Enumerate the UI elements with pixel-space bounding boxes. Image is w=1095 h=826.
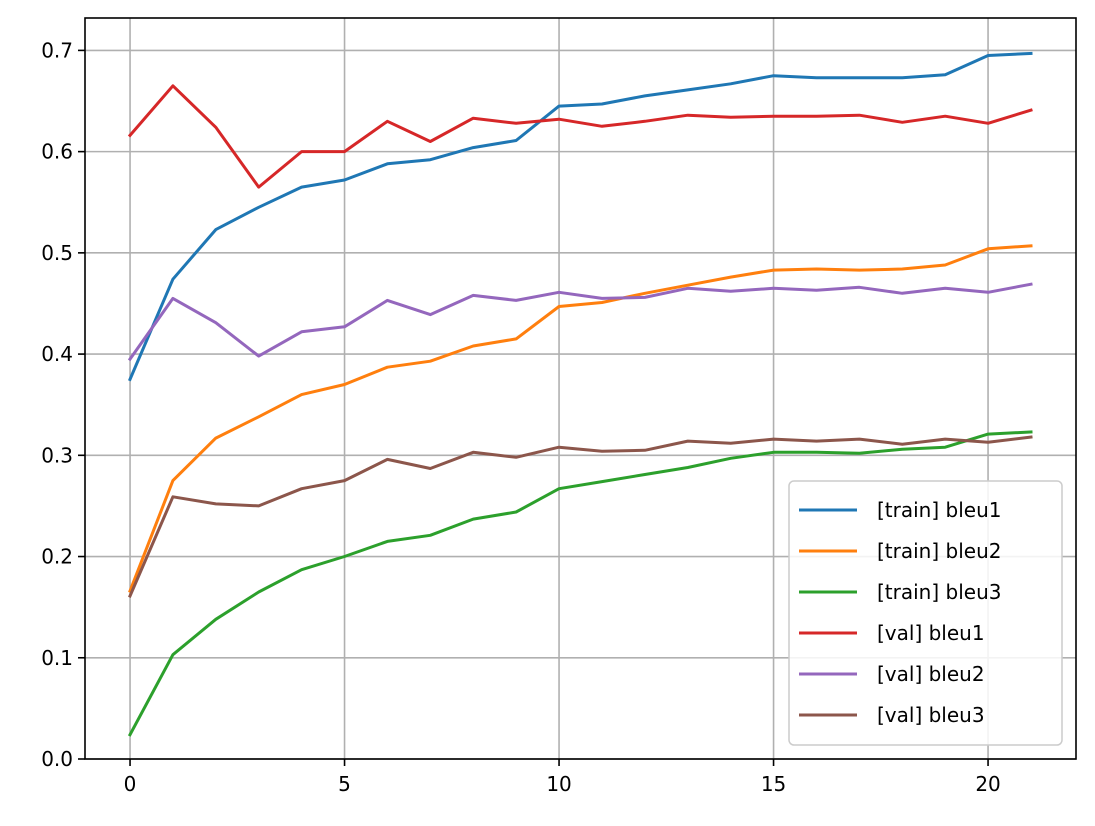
y-tick-label: 0.5 [41, 241, 73, 265]
x-tick-label: 20 [975, 772, 1000, 796]
y-tick-label: 0.0 [41, 747, 73, 771]
y-tick-label: 0.6 [41, 140, 73, 164]
legend-box [788, 480, 1063, 746]
x-tick-label: 15 [761, 772, 786, 796]
legend-label-train-bleu2: [train] bleu2 [877, 539, 1001, 563]
grid-lines [85, 18, 1076, 760]
y-tick-label: 0.3 [41, 443, 73, 467]
legend-label-val-bleu1: [val] bleu1 [877, 621, 985, 645]
y-tick-label: 0.2 [41, 545, 73, 569]
y-tick-label: 0.4 [41, 342, 73, 366]
series-line-val-bleu1 [127, 84, 1033, 189]
x-tick-label: 0 [124, 772, 137, 796]
series-line-train-bleu2 [128, 244, 1033, 593]
series-line-train-bleu1 [128, 51, 1033, 382]
legend: [train] bleu1 [train] bleu2 [train] bleu3 [… [788, 480, 1063, 746]
plot-frame [84, 17, 1077, 760]
y-axis: 0.0 0.1 0.2 0.3 0.4 0.5 0.6 0.7 [41, 38, 85, 771]
x-axis: 0 5 10 15 20 [124, 759, 1001, 796]
x-tick-label: 5 [338, 772, 351, 796]
x-tick-label: 10 [546, 772, 571, 796]
y-tick-label: 0.7 [41, 38, 73, 62]
series-line-train-bleu3 [127, 430, 1033, 737]
series-line-val-bleu2 [127, 282, 1033, 362]
legend-label-val-bleu2: [val] bleu2 [877, 662, 985, 686]
legend-label-train-bleu3: [train] bleu3 [877, 580, 1001, 604]
legend-label-val-bleu3: [val] bleu3 [877, 703, 985, 727]
y-tick-label: 0.1 [41, 646, 73, 670]
series-line-val-bleu3 [128, 435, 1033, 598]
plot-series [127, 51, 1033, 737]
legend-label-train-bleu1: [train] bleu1 [877, 498, 1001, 522]
